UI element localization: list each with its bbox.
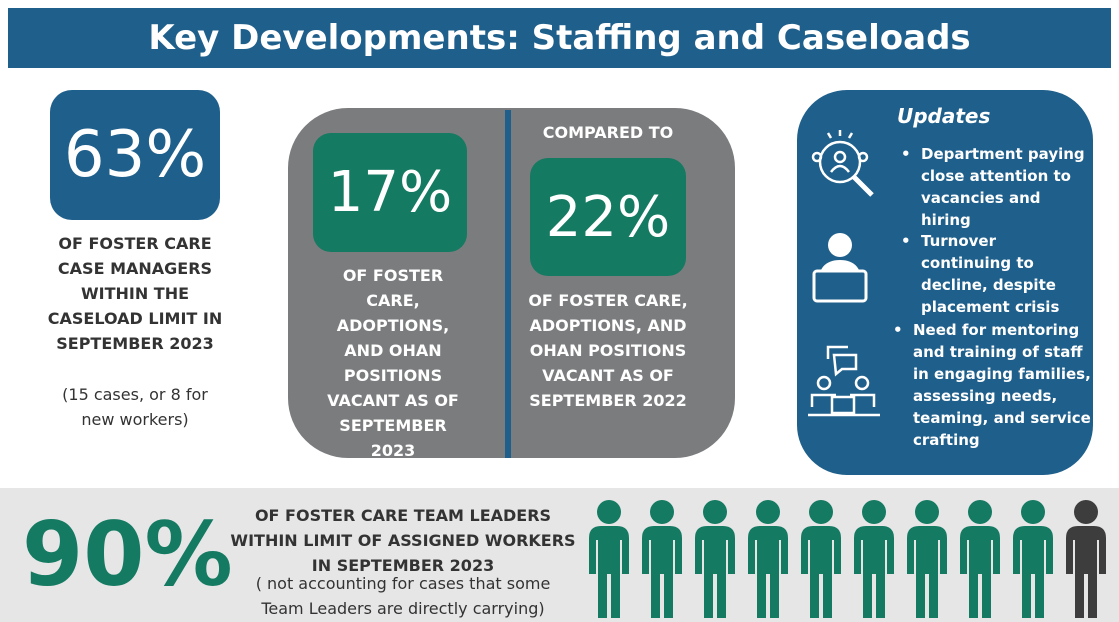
current-vacancy-stat: 17% xyxy=(313,133,467,252)
person-icon xyxy=(642,500,682,618)
laptop-icon xyxy=(812,233,868,303)
meeting-icon xyxy=(808,345,880,417)
update-item: Need for mentoring and training of staff… xyxy=(893,319,1091,451)
update-item: Department paying close attention to vac… xyxy=(901,143,1086,231)
person-icon xyxy=(695,500,735,618)
team-leader-description: OF FOSTER CARE TEAM LEADERS WITHIN LIMIT… xyxy=(230,506,576,575)
previous-vacancy-stat: 22% xyxy=(530,158,686,276)
update-icons xyxy=(808,130,880,417)
person-icon xyxy=(907,500,947,618)
updates-heading: Updates xyxy=(897,104,991,128)
people-icons xyxy=(589,500,1106,618)
person-icon xyxy=(1066,500,1106,618)
person-icon xyxy=(801,500,841,618)
person-icon xyxy=(1013,500,1053,618)
case-manager-note: (15 cases, or 8 for new workers) xyxy=(62,385,208,429)
person-icon xyxy=(748,500,788,618)
search-icon xyxy=(811,130,874,197)
person-icon xyxy=(589,500,629,618)
case-manager-description: OF FOSTER CARE CASE MANAGERS WITHIN THE … xyxy=(47,234,223,353)
title: Key Developments: Staffing and Caseloads xyxy=(8,8,1111,68)
case-manager-stat: 63% xyxy=(50,90,220,220)
person-icon xyxy=(854,500,894,618)
previous-vacancy-description: OF FOSTER CARE, ADOPTIONS, AND OHAN POSI… xyxy=(528,291,688,410)
person-icon xyxy=(960,500,1000,618)
comparison-label: COMPARED TO xyxy=(542,123,674,142)
update-item: Turnover continuing to decline, despite … xyxy=(901,230,1086,318)
current-vacancy-description: OF FOSTER CARE, ADOPTIONS, AND OHAN POSI… xyxy=(327,266,459,460)
team-leader-note: ( not accounting for cases that some Tea… xyxy=(255,574,551,618)
team-leader-stat: 90% xyxy=(22,503,233,606)
divider xyxy=(505,110,511,458)
